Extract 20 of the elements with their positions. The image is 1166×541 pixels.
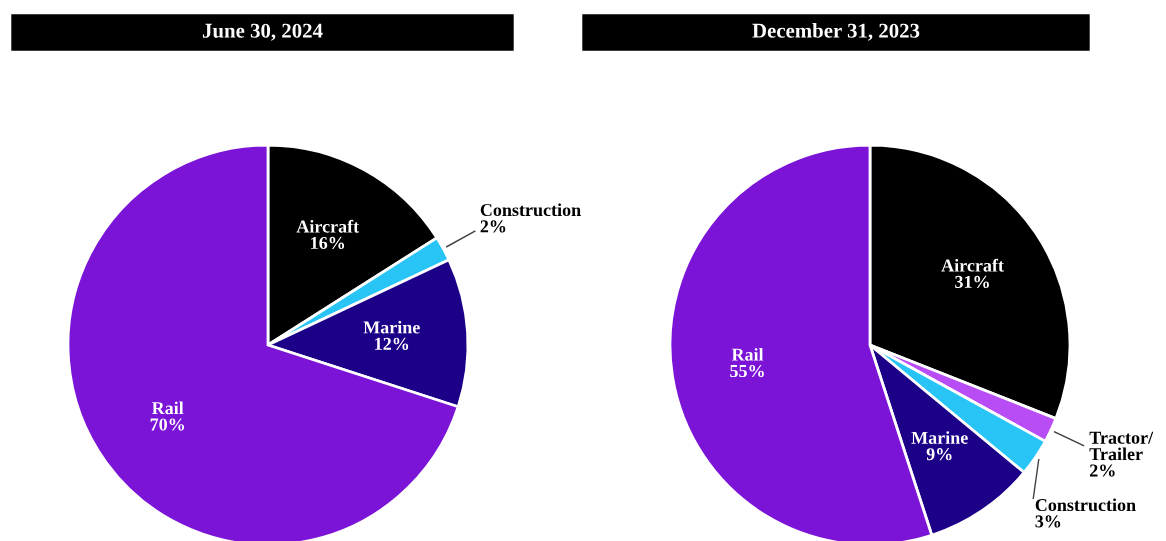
slice-label: Construction (480, 203, 581, 217)
chart-title: June 30, 2024 (202, 23, 323, 41)
data-label: 2% (480, 220, 506, 233)
data-label: 31% (955, 275, 989, 289)
slice-label: Construction (1035, 498, 1136, 512)
data-label: 55% (730, 364, 764, 378)
chart-title: December 31, 2023 (752, 23, 920, 41)
slice-label: Tractor/ Trailer (1089, 431, 1154, 461)
data-label: 9% (926, 448, 952, 461)
data-label: 16% (311, 236, 345, 250)
data-label: 2% (1090, 464, 1115, 477)
data-label: 12% (375, 337, 409, 350)
slice-label: Aircraft (296, 219, 360, 233)
data-label: 70% (150, 418, 185, 431)
slice-label: Rail (151, 401, 184, 415)
data-label: 3% (1035, 515, 1061, 528)
slice-label: Marine (911, 431, 968, 444)
slice-label: Rail (731, 348, 764, 361)
slice-label: Marine (363, 320, 420, 334)
slice-label: Aircraft (941, 258, 1004, 272)
